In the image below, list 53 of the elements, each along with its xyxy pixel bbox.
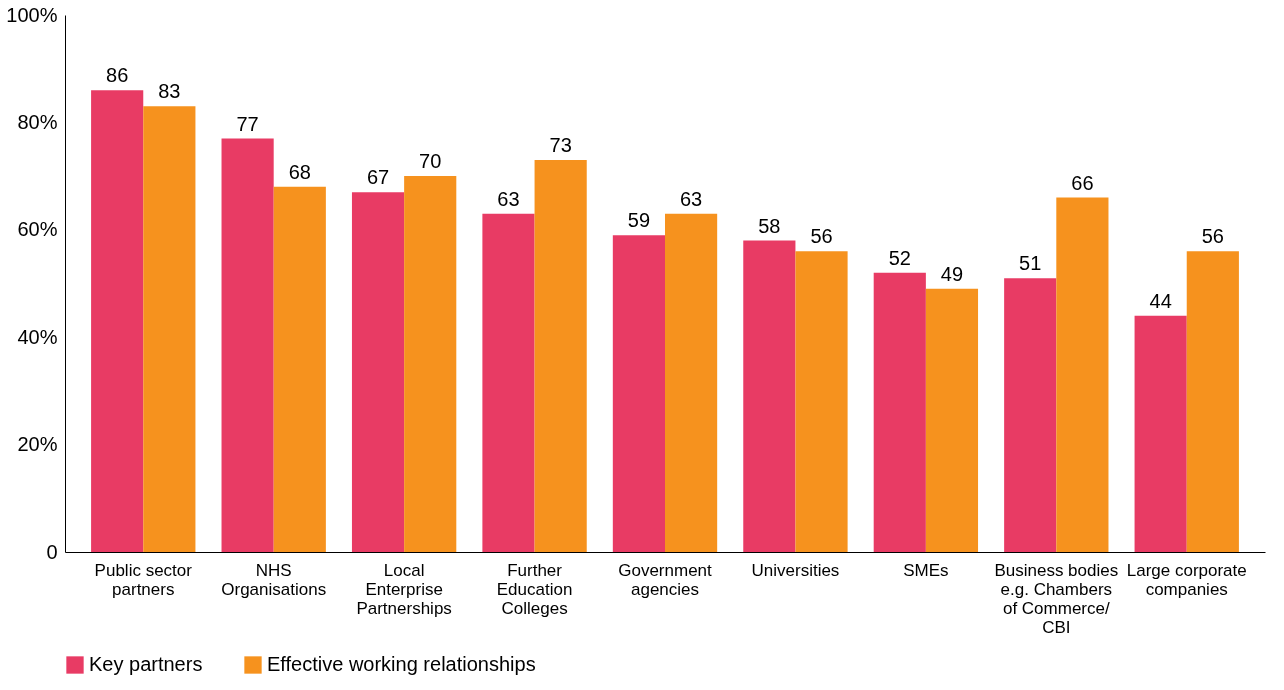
x-tick-label: Business bodies e.g. Chambers of Commerce/ CBI — [994, 560, 1119, 637]
data-label: 86 — [106, 64, 129, 87]
x-tick-label: Large corporate companies — [1126, 560, 1247, 599]
y-tick-label: 60% — [17, 218, 58, 241]
data-label: 83 — [158, 80, 181, 103]
y-tick-label: 40% — [17, 325, 58, 348]
data-label: 51 — [1019, 252, 1042, 275]
y-tick-label: 20% — [17, 433, 58, 456]
y-tick-label: 80% — [17, 110, 58, 133]
x-tick-label: Public sector partners — [94, 560, 193, 599]
data-label: 44 — [1149, 289, 1172, 312]
data-label: 56 — [810, 225, 833, 248]
data-label: 58 — [758, 214, 781, 237]
data-label: 63 — [497, 187, 520, 210]
bar — [1004, 278, 1057, 552]
x-tick-label: Government agencies — [618, 560, 713, 599]
data-label: 68 — [288, 160, 311, 183]
y-tick-label: 0 — [46, 540, 58, 563]
bar — [612, 235, 665, 552]
bar — [273, 186, 326, 552]
legend-label: Key partners — [89, 653, 203, 675]
data-label: 77 — [236, 112, 259, 135]
data-label: 59 — [627, 209, 651, 232]
data-label: 56 — [1201, 225, 1224, 248]
x-tick-label: Local Enterprise Partnerships — [356, 560, 452, 618]
data-label: 66 — [1071, 171, 1094, 194]
bar — [482, 213, 535, 552]
x-tick-label: SMEs — [903, 560, 949, 580]
bar — [1134, 315, 1187, 552]
bar — [795, 251, 848, 552]
bar — [404, 176, 457, 552]
bar — [873, 272, 926, 552]
x-tick-label: Further Education Colleges — [496, 560, 573, 618]
bar — [221, 138, 274, 552]
legend-label: Effective working relationships — [267, 653, 536, 675]
data-label: 49 — [940, 262, 964, 285]
x-tick-label: NHS Organisations — [221, 560, 327, 599]
x-tick-label: Universities — [751, 560, 840, 580]
bar — [143, 106, 196, 552]
data-label: 70 — [419, 150, 442, 173]
bar — [351, 192, 405, 552]
data-label: 67 — [366, 166, 390, 189]
bar — [743, 240, 796, 552]
data-label: 73 — [549, 133, 572, 156]
bar — [1056, 197, 1109, 552]
bar — [1186, 251, 1239, 552]
data-label: 63 — [679, 187, 703, 210]
y-tick-label: 100% — [6, 3, 58, 26]
data-label: 52 — [888, 246, 911, 269]
bar — [534, 159, 587, 552]
bar — [925, 288, 979, 552]
bar — [665, 213, 718, 552]
bar — [91, 90, 144, 552]
